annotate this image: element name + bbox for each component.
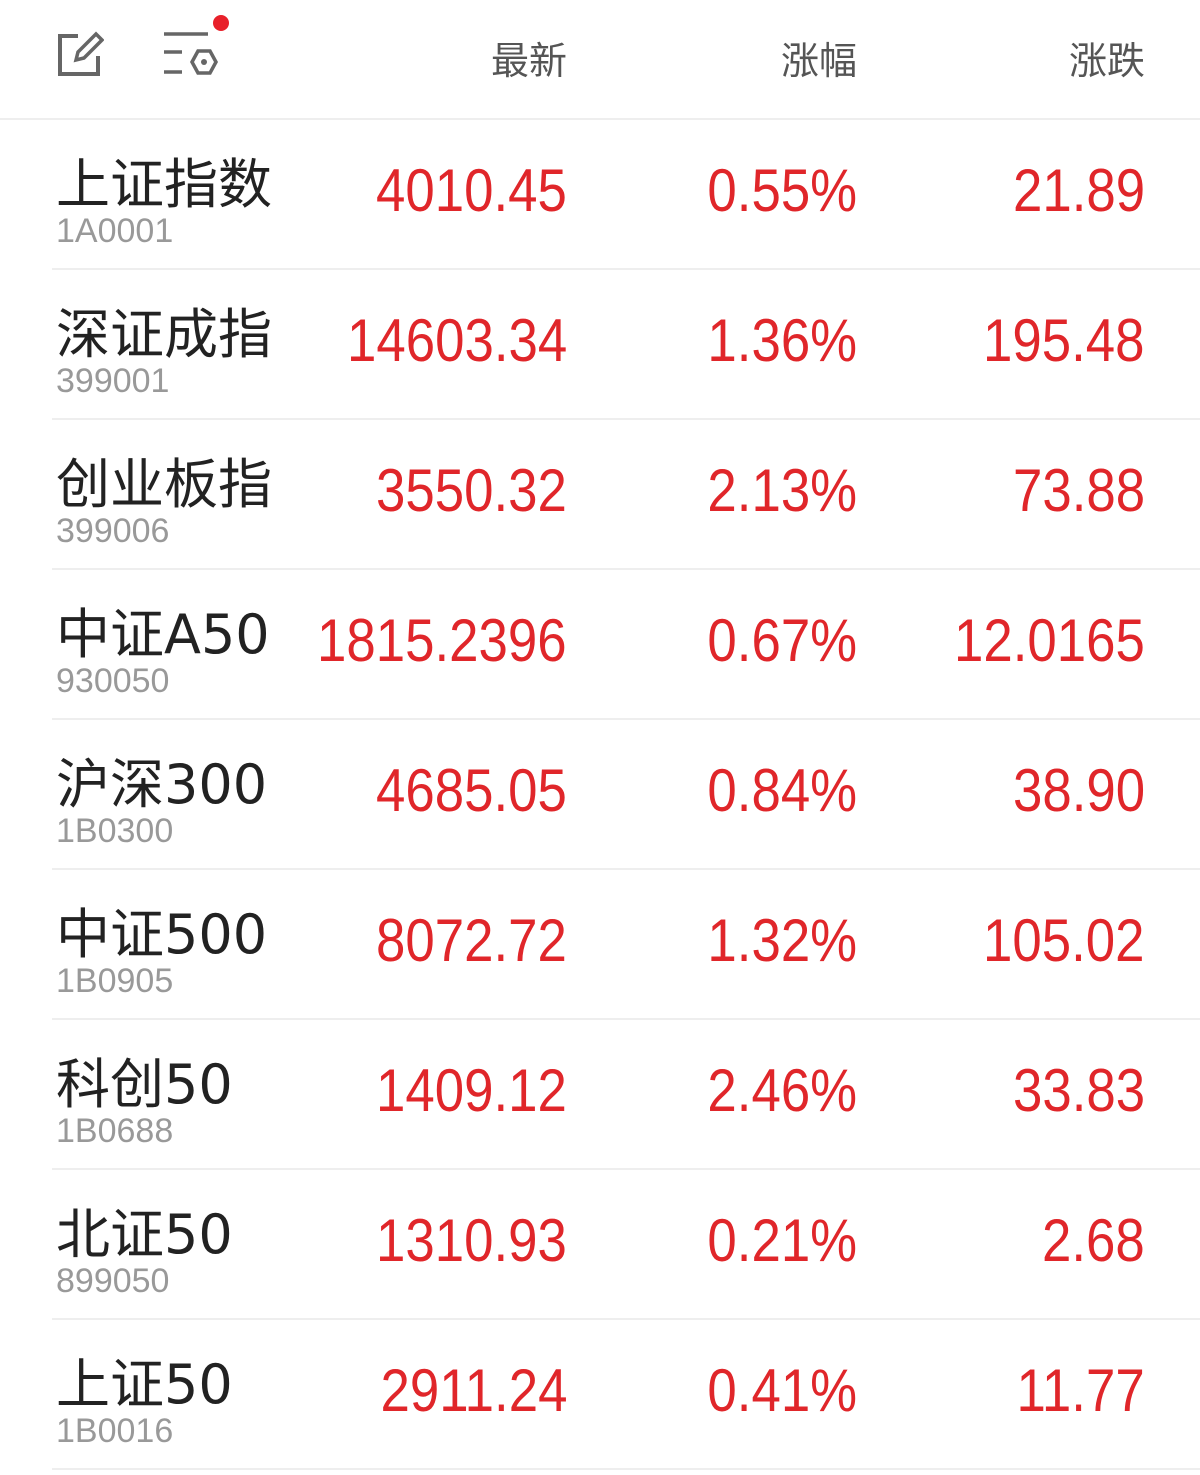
index-name: 科创50 — [56, 1053, 233, 1116]
table-row[interactable]: 上证50 1B0016 2911.24 0.41% 11.77 — [52, 1320, 1200, 1470]
notification-dot — [213, 15, 229, 31]
latest-price: 3550.32 — [376, 457, 567, 524]
index-name: 深证成指 — [56, 303, 272, 366]
index-code: 930050 — [56, 662, 170, 700]
change-amount: 11.77 — [1016, 1357, 1145, 1424]
latest-price: 4685.05 — [376, 757, 567, 824]
change-amount: 73.88 — [1012, 457, 1145, 524]
change-amount: 38.90 — [1012, 757, 1145, 824]
column-change-pct[interactable]: 涨幅 — [780, 39, 857, 83]
table-row[interactable]: 深证成指 399001 14603.34 1.36% 195.48 — [52, 270, 1200, 420]
change-amount: 2.68 — [1042, 1207, 1145, 1274]
index-code: 1B0905 — [56, 962, 174, 1000]
change-percent: 1.36% — [707, 307, 857, 374]
change-amount: 105.02 — [983, 907, 1145, 974]
index-code: 899050 — [56, 1262, 170, 1300]
latest-price: 8072.72 — [376, 907, 567, 974]
table-row[interactable]: 创业板指 399006 3550.32 2.13% 73.88 — [52, 420, 1200, 570]
index-code: 1B0016 — [56, 1412, 174, 1450]
index-name: 创业板指 — [56, 453, 272, 516]
index-name: 中证A50 — [56, 603, 270, 666]
index-code: 399006 — [56, 512, 170, 550]
index-name: 北证50 — [56, 1203, 233, 1266]
change-percent: 2.13% — [707, 457, 857, 524]
index-code: 1B0688 — [56, 1112, 174, 1150]
index-list: 上证指数 1A0001 4010.45 0.55% 21.89 深证成指 399… — [0, 120, 1200, 1470]
change-amount: 12.0165 — [954, 607, 1145, 674]
latest-price: 2911.24 — [380, 1357, 567, 1424]
change-percent: 2.46% — [707, 1057, 857, 1124]
change-percent: 0.55% — [707, 157, 857, 224]
column-change[interactable]: 涨跌 — [1068, 39, 1145, 83]
index-code: 1A0001 — [56, 212, 174, 250]
change-amount: 33.83 — [1012, 1057, 1145, 1124]
latest-price: 4010.45 — [376, 157, 567, 224]
index-name: 上证指数 — [56, 153, 272, 216]
change-percent: 0.41% — [707, 1357, 857, 1424]
change-percent: 0.67% — [707, 607, 857, 674]
table-row[interactable]: 北证50 899050 1310.93 0.21% 2.68 — [52, 1170, 1200, 1320]
change-amount: 195.48 — [983, 307, 1145, 374]
latest-price: 14603.34 — [346, 307, 567, 374]
table-row[interactable]: 科创50 1B0688 1409.12 2.46% 33.83 — [52, 1020, 1200, 1170]
index-code: 1B0300 — [56, 812, 174, 850]
latest-price: 1310.93 — [376, 1207, 567, 1274]
change-percent: 0.84% — [707, 757, 857, 824]
index-name: 中证500 — [56, 903, 268, 966]
table-row[interactable]: 上证指数 1A0001 4010.45 0.55% 21.89 — [52, 120, 1200, 270]
index-name: 上证50 — [56, 1353, 233, 1416]
edit-icon[interactable] — [56, 30, 104, 76]
latest-price: 1815.2396 — [317, 607, 567, 674]
header: 最新 涨幅 涨跌 — [0, 0, 1200, 120]
table-row[interactable]: 沪深300 1B0300 4685.05 0.84% 38.90 — [52, 720, 1200, 870]
table-row[interactable]: 中证500 1B0905 8072.72 1.32% 105.02 — [52, 870, 1200, 1020]
change-amount: 21.89 — [1012, 157, 1145, 224]
index-name: 沪深300 — [56, 753, 268, 816]
list-settings-icon[interactable] — [162, 14, 234, 78]
table-row[interactable]: 中证A50 930050 1815.2396 0.67% 12.0165 — [52, 570, 1200, 720]
index-code: 399001 — [56, 362, 170, 400]
change-percent: 1.32% — [707, 907, 857, 974]
change-percent: 0.21% — [707, 1207, 857, 1274]
column-latest[interactable]: 最新 — [490, 39, 567, 83]
latest-price: 1409.12 — [376, 1057, 567, 1124]
